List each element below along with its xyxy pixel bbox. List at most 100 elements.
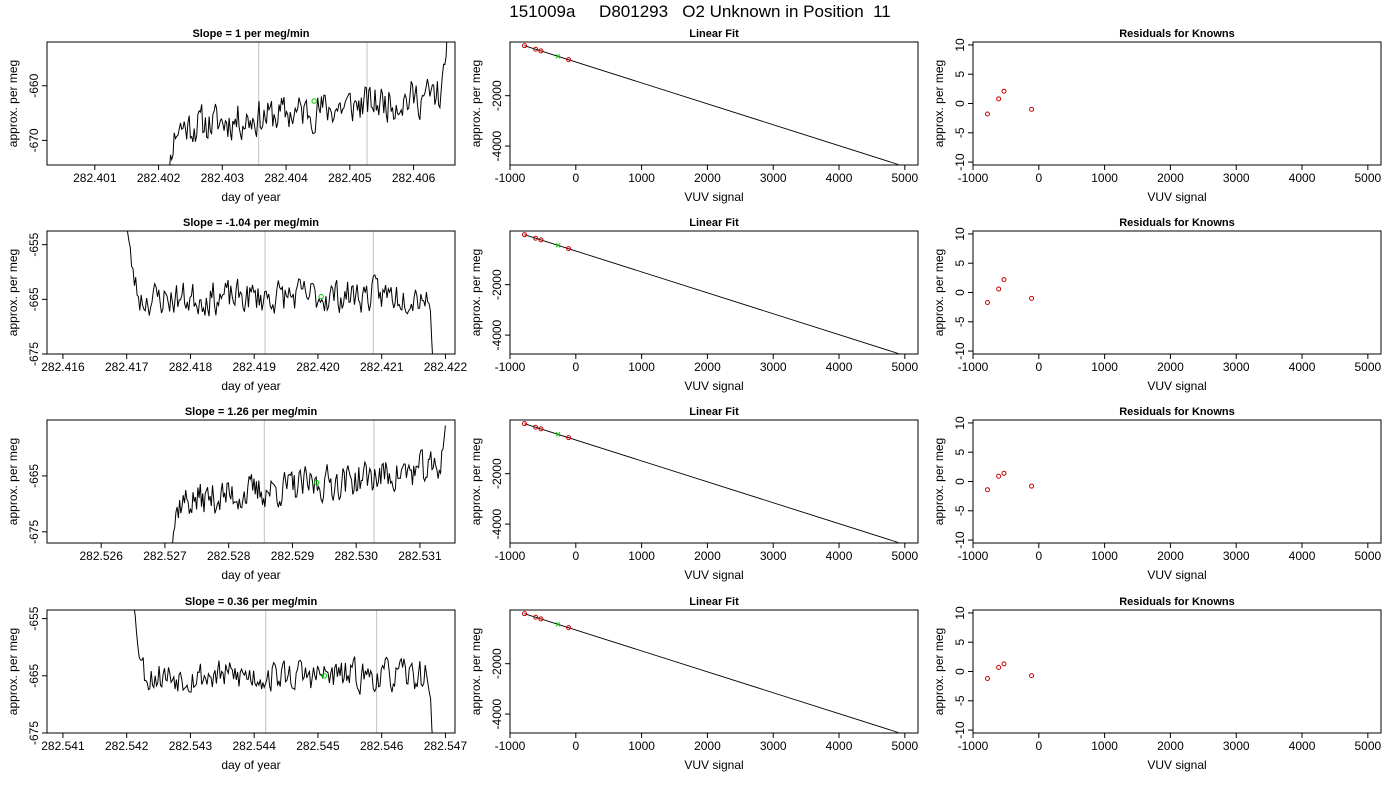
x-tick-label: 3000 <box>760 171 787 185</box>
residual-point <box>1029 106 1035 112</box>
y-tick-label: -10 <box>953 531 967 549</box>
x-tick-label: 1000 <box>1091 549 1118 563</box>
residuals-panel-row-4: -1000 0 1000 2000 3000 4000 5000 10 5 0 -5 -10 Resid… <box>932 596 1382 772</box>
unknown-marker-stroke <box>555 431 561 437</box>
panel-title: Residuals for Knowns <box>1119 217 1235 229</box>
x-tick-label: 0 <box>1035 360 1042 374</box>
y-tick-label: -675 <box>27 342 41 366</box>
plot-data <box>521 232 899 354</box>
x-axis-label: VUV signal <box>684 568 743 582</box>
y-tick-label: 0 <box>953 100 967 107</box>
x-tick-label: 282.417 <box>105 360 149 374</box>
x-tick-label: 282.546 <box>360 739 404 753</box>
x-tick-label: 4000 <box>826 360 853 374</box>
residual-point <box>984 111 990 117</box>
y-tick-label: -665 <box>27 287 41 311</box>
panel-title: Slope = 0.36 per meg/min <box>185 596 318 608</box>
known-point <box>566 57 572 63</box>
x-tick-label: 1000 <box>628 549 655 563</box>
x-tick-label: 0 <box>572 360 579 374</box>
residual-point <box>996 96 1002 102</box>
y-tick-label: -655 <box>27 606 41 630</box>
x-tick-label: 282.421 <box>360 360 404 374</box>
y-axis-label: approx. per meg <box>6 438 20 525</box>
time-series-panel-row-2: 282.416 282.417 282.418 282.419 282.420 282.4… <box>6 217 467 393</box>
x-tick-label: 4000 <box>1289 549 1316 563</box>
known-point <box>566 625 572 631</box>
x-tick-label: 0 <box>1035 549 1042 563</box>
x-tick-label: 1000 <box>1091 739 1118 753</box>
known-point <box>533 235 539 241</box>
x-axis-label: VUV signal <box>684 758 743 772</box>
detector-trace <box>172 425 446 543</box>
known-point <box>538 48 544 54</box>
x-tick-label: 282.402 <box>137 171 181 185</box>
x-tick-label: 282.416 <box>41 360 85 374</box>
linear-fit-panel-row-4: -1000 0 1000 2000 3000 4000 5000 -2000 -4000 Line… <box>469 596 919 772</box>
plot-data <box>521 611 899 733</box>
panel-title: Slope = 1 per meg/min <box>192 28 309 40</box>
known-point <box>566 435 572 441</box>
residual-point <box>1001 277 1007 283</box>
x-tick-label: 0 <box>1035 739 1042 753</box>
plot-data <box>521 421 899 543</box>
x-tick-label: 282.406 <box>392 171 436 185</box>
x-tick-label: 282.544 <box>232 739 276 753</box>
x-tick-label: 282.527 <box>143 549 187 563</box>
x-tick-label: 0 <box>1035 171 1042 185</box>
y-tick-label: 10 <box>953 227 967 241</box>
x-tick-label: 2000 <box>1157 739 1184 753</box>
residual-point <box>1029 295 1035 301</box>
residual-point <box>996 664 1002 670</box>
x-tick-label: 3000 <box>1223 549 1250 563</box>
x-tick-label: -1000 <box>958 360 989 374</box>
y-tick-label: 5 <box>953 449 967 456</box>
x-tick-label: 282.530 <box>334 549 378 563</box>
y-tick-label: 0 <box>953 478 967 485</box>
known-point <box>521 43 527 49</box>
y-tick-label: -655 <box>27 232 41 256</box>
fit-line <box>524 423 899 543</box>
unknown-marker <box>318 293 324 300</box>
x-axis-label: VUV signal <box>1147 379 1206 393</box>
x-tick-label: 3000 <box>1223 171 1250 185</box>
x-tick-label: 2000 <box>694 549 721 563</box>
known-point <box>538 237 544 243</box>
x-tick-label: -1000 <box>495 360 526 374</box>
unknown-marker-stroke <box>555 53 561 59</box>
plot-data <box>126 231 433 354</box>
fit-line <box>524 613 899 733</box>
x-tick-label: 282.545 <box>296 739 340 753</box>
residuals-panel-row-2: -1000 0 1000 2000 3000 4000 5000 10 5 0 -5 -10 Resid… <box>932 217 1382 393</box>
x-axis-label: day of year <box>221 379 280 393</box>
x-tick-label: 2000 <box>1157 549 1184 563</box>
residual-point <box>984 299 990 305</box>
x-tick-label: 282.531 <box>398 549 442 563</box>
residual-point <box>1029 673 1035 679</box>
x-tick-label: -1000 <box>495 171 526 185</box>
y-tick-label: 5 <box>953 71 967 78</box>
x-tick-label: 5000 <box>891 549 918 563</box>
x-tick-label: 282.543 <box>169 739 213 753</box>
x-tick-label: 5000 <box>1354 549 1381 563</box>
y-tick-label: -10 <box>953 721 967 739</box>
x-tick-label: 1000 <box>628 360 655 374</box>
y-tick-label: 10 <box>953 606 967 620</box>
y-axis-label: approx. per meg <box>932 60 946 147</box>
residual-point <box>1001 661 1007 667</box>
y-tick-label: -10 <box>953 153 967 171</box>
x-tick-label: -1000 <box>495 549 526 563</box>
x-tick-label: 282.418 <box>169 360 213 374</box>
x-tick-label: 5000 <box>891 360 918 374</box>
plot-data <box>521 43 899 165</box>
time-series-panel-row-3: 282.526 282.527 282.528 282.529 282.530 282.5… <box>6 406 456 582</box>
y-tick-label: -675 <box>27 519 41 543</box>
y-tick-label: 0 <box>953 668 967 675</box>
plot-frame <box>972 230 1382 355</box>
linear-fit-panel-row-1: -1000 0 1000 2000 3000 4000 5000 -2000 -4000 Line… <box>469 28 919 204</box>
plot-frame <box>46 230 456 355</box>
residual-point <box>984 487 990 493</box>
x-tick-label: 282.403 <box>201 171 245 185</box>
known-point <box>521 421 527 427</box>
x-tick-label: 5000 <box>891 171 918 185</box>
